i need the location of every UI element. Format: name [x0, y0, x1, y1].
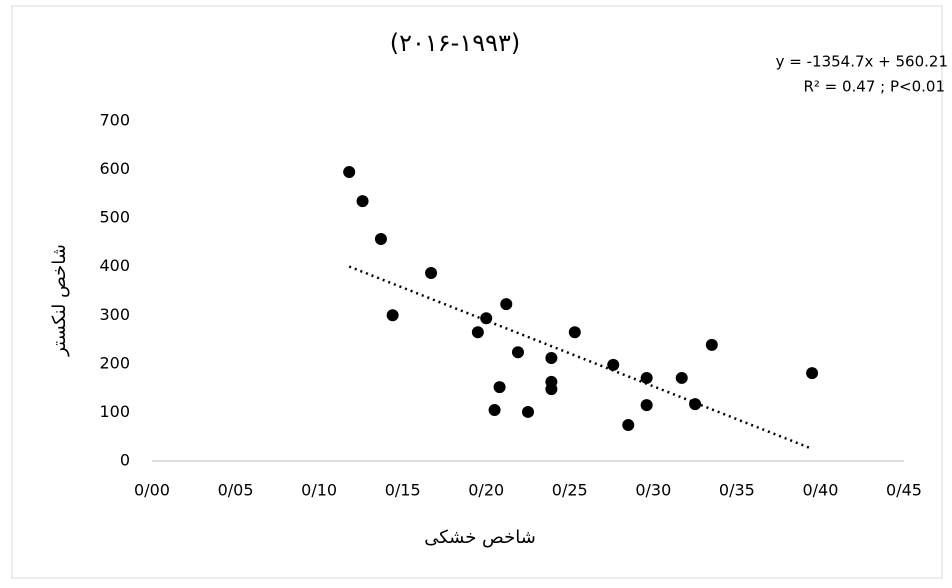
point	[374, 233, 387, 246]
x-tick-label: 0/20	[468, 481, 504, 500]
y-tick-label: 600	[99, 159, 130, 178]
point	[806, 367, 819, 380]
point	[607, 358, 620, 371]
point	[568, 326, 581, 339]
y-tick-label: 500	[99, 208, 130, 227]
trend-equation: y = -1354.7x + 560.21	[776, 53, 948, 71]
point	[471, 326, 484, 339]
point	[493, 381, 506, 394]
point	[511, 346, 524, 359]
y-tick-label: 100	[99, 402, 130, 421]
y-tick-label: 0	[120, 451, 130, 470]
x-tick-label: 0/15	[385, 481, 421, 500]
x-tick-label: 0/35	[719, 481, 755, 500]
x-tick-label: 0/30	[635, 481, 671, 500]
y-tick-label: 200	[99, 353, 130, 372]
x-tick-label: 0/25	[552, 481, 588, 500]
point	[705, 338, 718, 351]
point	[545, 352, 558, 365]
x-axis-title: شاخص خشکی	[424, 527, 536, 548]
trendline	[348, 265, 813, 450]
x-tick-label: 0/40	[802, 481, 838, 500]
point	[545, 383, 558, 396]
point	[500, 298, 513, 311]
point	[689, 398, 702, 411]
point	[522, 405, 534, 418]
point	[425, 267, 438, 280]
point	[488, 404, 501, 416]
y-tick-label: 400	[99, 256, 130, 275]
trend-stats: R² = 0.47 ; P<0.01	[803, 78, 945, 96]
point	[622, 419, 635, 432]
point	[640, 371, 653, 384]
point	[356, 195, 369, 208]
chart-title: (۲۰۱۶-۱۹۹۳)	[390, 29, 521, 57]
point	[480, 312, 493, 325]
y-tick-label: 300	[99, 305, 130, 324]
y-tick-label: 700	[99, 111, 130, 130]
x-tick-label: 0/45	[886, 481, 922, 500]
x-tick-label: 0/00	[134, 481, 170, 500]
x-tick-label: 0/05	[218, 481, 254, 500]
point	[386, 309, 399, 322]
point	[675, 371, 688, 384]
chart-frame	[11, 5, 943, 579]
y-axis-title: شاخص لنکستر	[49, 244, 70, 357]
point	[640, 399, 653, 412]
point	[343, 166, 356, 178]
x-tick-label: 0/10	[301, 481, 337, 500]
